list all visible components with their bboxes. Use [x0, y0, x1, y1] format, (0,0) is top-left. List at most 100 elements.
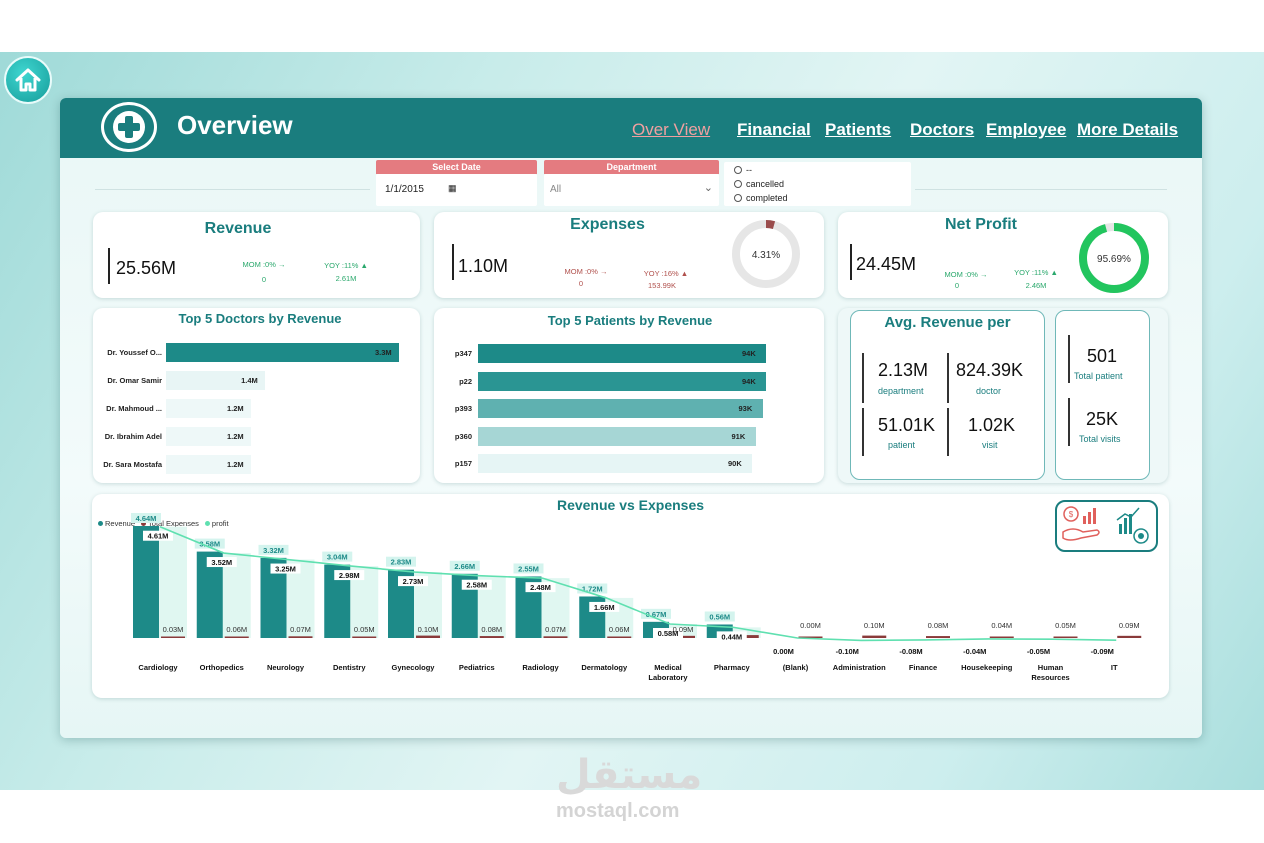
bar[interactable] — [166, 455, 251, 474]
radio-icon — [734, 180, 742, 188]
nav-doctors[interactable]: Doctors — [910, 120, 975, 139]
revenue-value: 25.56M — [116, 258, 177, 278]
expenses-value-label: 0.06M — [609, 625, 630, 634]
bar[interactable] — [166, 399, 251, 418]
bar[interactable] — [478, 399, 763, 418]
expenses-bar[interactable] — [161, 636, 185, 639]
bar[interactable] — [478, 454, 752, 473]
nav-financial[interactable]: Financial — [737, 120, 811, 139]
expenses-value: 1.10M — [458, 256, 509, 276]
bar[interactable] — [478, 426, 756, 446]
legend-expenses[interactable]: Total Expenses — [141, 519, 199, 528]
profit-value-label: -0.05M — [1027, 647, 1050, 656]
category-label: Dentistry — [333, 663, 366, 672]
avg-department-value: 2.13M — [878, 360, 929, 380]
bar[interactable] — [166, 343, 399, 362]
top-doctors-card — [93, 308, 420, 483]
profit-value-label: 2.73M — [403, 577, 424, 586]
status-option-cancelled[interactable]: cancelled — [734, 179, 784, 189]
profit-value-label: 3.25M — [275, 565, 296, 574]
expenses-bar[interactable] — [479, 636, 504, 638]
profit-label-chip — [270, 563, 301, 574]
expenses-value-label: 0.05M — [354, 625, 375, 634]
bar-value: 3.3M — [375, 348, 392, 357]
nav-more-details[interactable]: More Details — [1077, 120, 1179, 139]
category-label: Pharmacy — [714, 663, 751, 672]
expenses-yoy-label: YOY :16% ▲ — [643, 269, 689, 278]
revenue-vs-expenses-chart: 4.64M 4.61M 0.03M Cardiology 3.58M 3.52M 0.06M… — [131, 513, 1142, 682]
avg-doctor-label: doctor — [976, 386, 1002, 396]
bar[interactable] — [166, 371, 266, 390]
status-option-blank[interactable]: -- — [734, 165, 752, 175]
expenses-bar[interactable] — [352, 636, 377, 639]
revenue-label-chip — [449, 560, 480, 571]
date-slicer[interactable]: 1/1/2015 ▦ — [376, 174, 537, 206]
expenses-bar[interactable] — [288, 636, 313, 638]
legend-revenue[interactable]: Revenue — [98, 519, 135, 528]
chevron-down-icon[interactable]: ⌄ — [703, 182, 713, 194]
profit-line[interactable] — [159, 525, 1117, 642]
divider — [95, 189, 370, 190]
expenses-bar[interactable] — [989, 636, 1014, 639]
expenses-value-label: 0.10M — [418, 625, 439, 634]
profit-label-chip — [461, 579, 492, 590]
profit-value-label: 0.58M — [658, 629, 679, 638]
profit-value-label: 2.98M — [339, 571, 360, 580]
department-dropdown[interactable]: All ⌄ — [544, 174, 719, 206]
top-patients-card — [434, 308, 824, 483]
revenue-value-label: 2.66M — [454, 562, 475, 571]
expenses-bar[interactable] — [543, 636, 568, 638]
profit-value-label: -0.10M — [836, 647, 859, 656]
profit-bar[interactable] — [220, 553, 251, 638]
profit-bar[interactable] — [157, 526, 187, 638]
net-profit-yoy-value: 2.46M — [1025, 281, 1047, 290]
header-bar — [60, 98, 1202, 158]
expenses-value-label: 0.00M — [800, 621, 821, 630]
avg-visit-value: 1.02K — [968, 415, 1016, 435]
avg-divider — [947, 353, 949, 403]
expenses-bar[interactable] — [224, 636, 249, 639]
bar-value: 94K — [742, 376, 756, 386]
bar-value: 94K — [742, 349, 756, 358]
nav-employee[interactable]: Employee — [986, 120, 1067, 139]
medical-cross-logo — [101, 102, 157, 152]
expenses-bar[interactable] — [607, 636, 632, 639]
revenue-title: Revenue — [204, 220, 272, 237]
expenses-bar[interactable] — [416, 635, 440, 638]
kpi-divider — [108, 248, 110, 284]
expenses-bar[interactable] — [1053, 636, 1078, 639]
avg-department-label: department — [878, 386, 924, 396]
medical-cross-icon — [113, 111, 145, 143]
net-profit-gauge-label: 95.69% — [1097, 254, 1131, 265]
bar[interactable] — [478, 344, 766, 363]
divider — [915, 189, 1167, 190]
bar-label: p393 — [454, 404, 472, 413]
legend-profit[interactable]: profit — [204, 519, 229, 528]
status-slicer — [724, 162, 911, 206]
revenue-label-chip — [386, 556, 416, 567]
expenses-gauge-label: 4.31% — [752, 250, 780, 261]
revenue-mom-label: MOM :0% → — [242, 260, 286, 269]
nav-patients[interactable]: Patients — [825, 120, 892, 139]
bar[interactable] — [166, 427, 251, 446]
totals-divider — [1068, 398, 1070, 446]
profit-value-label: 0.00M — [773, 647, 794, 656]
chart-legend: Revenue Total Expenses profit — [98, 519, 229, 528]
expenses-value-label: 0.09M — [1119, 621, 1140, 630]
avg-doctor-value: 824.39K — [956, 360, 1024, 380]
calendar-icon[interactable]: ▦ — [448, 183, 457, 193]
expenses-bar[interactable] — [1117, 635, 1142, 638]
revenue-bar[interactable] — [133, 526, 159, 638]
revenue-label-chip — [577, 583, 608, 594]
bar[interactable] — [478, 371, 766, 391]
status-option-completed[interactable]: completed — [734, 193, 788, 203]
revenue-yoy-value: 2.61M — [335, 274, 357, 283]
expenses-bar[interactable] — [862, 635, 887, 638]
avg-patient-value: 51.01K — [878, 415, 936, 435]
expenses-bar[interactable] — [798, 636, 823, 639]
revenue-label-chip — [322, 551, 353, 562]
bar-label: Dr. Omar Samir — [107, 376, 162, 385]
nav-overview[interactable]: Over View — [632, 120, 711, 139]
expenses-bar[interactable] — [926, 636, 950, 638]
home-button[interactable] — [4, 56, 52, 104]
